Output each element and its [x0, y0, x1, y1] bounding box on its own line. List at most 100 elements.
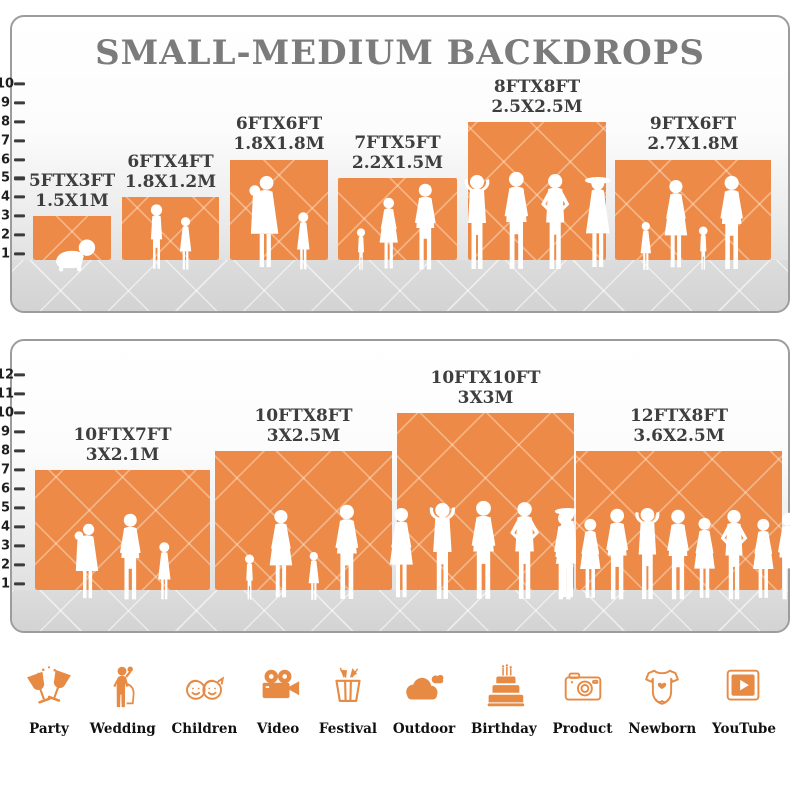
backdrop-size-label: 6FTX6FT 1.8X1.8M [233, 114, 324, 154]
scale-number-1: 1 [0, 246, 10, 262]
woman-silhouette [264, 509, 298, 603]
page-title: SMALL-MEDIUM BACKDROPS [95, 33, 705, 73]
category-youtube: YouTube [712, 662, 776, 737]
backdrop-bar-5ftx3ft: 5FTX3FT 1.5X1M [29, 171, 115, 260]
woman-silhouette [375, 197, 402, 273]
size-m-label: 1.5X1M [35, 191, 109, 212]
size-ft-label: 5FTX3FT [28, 171, 116, 192]
category-label: Newborn [628, 721, 697, 737]
scale-number-5: 5 [0, 170, 10, 186]
scale-number-2: 2 [0, 227, 10, 243]
girl-silhouette [177, 216, 194, 273]
category-product: Product [553, 662, 613, 737]
scale-number-4: 4 [0, 189, 10, 205]
scale-number-6: 6 [0, 481, 10, 497]
people-silhouettes [397, 500, 574, 603]
backdrop-bar-10ftx8ft: 10FTX8FT 3X2.5M [215, 406, 392, 590]
man-hips-silhouette [535, 172, 575, 273]
scale-tick [14, 487, 25, 491]
scale-tick [14, 195, 25, 199]
baby-silhouette [46, 237, 98, 273]
man-silhouette [499, 171, 534, 273]
scale-tick [14, 101, 25, 105]
size-m-label: 3X2.1M [85, 444, 160, 465]
scale-tick [14, 139, 25, 143]
scale-number-1: 1 [0, 576, 10, 592]
girl-silhouette [294, 211, 313, 273]
man-silhouette [115, 513, 146, 603]
category-video: Video [253, 662, 303, 737]
scale-number-11: 11 [0, 386, 15, 402]
toddler-silhouette [697, 225, 710, 273]
scale-tick [14, 82, 25, 86]
man-silhouette [410, 183, 441, 273]
category-label: Video [256, 721, 300, 737]
backdrop-size-label: 5FTX3FT 1.5X1M [29, 171, 115, 211]
girl-silhouette [155, 541, 174, 603]
scale-number-4: 4 [0, 519, 10, 535]
size-m-label: 1.8X1.2M [124, 172, 217, 193]
category-label: Party [29, 721, 69, 737]
festival-icon [323, 662, 373, 714]
scale-number-12: 12 [0, 367, 15, 383]
man-hips-silhouette [504, 500, 545, 603]
woman-silhouette [659, 179, 693, 273]
scale-tick [14, 411, 25, 415]
small-medium-backdrops-panel: SMALL-MEDIUM BACKDROPS 10 9 8 7 6 5 4 3 2 1 5FTX3… [0, 15, 790, 313]
category-wedding: Wedding [90, 662, 156, 737]
video-icon [253, 662, 303, 714]
birthday-icon [479, 662, 529, 714]
scale-number-6: 6 [0, 152, 10, 167]
scale-number-2: 2 [0, 557, 10, 573]
backdrop-bar-9ftx6ft: 9FTX6FT 2.7X1.8M [615, 114, 771, 261]
scale-number-3: 3 [0, 538, 10, 554]
size-m-label: 2.7X1.8M [647, 134, 739, 155]
backdrop-size-label: 12FTX8FT 3.6X2.5M [630, 406, 728, 446]
size-m-label: 1.8X1.8M [233, 134, 325, 155]
people-silhouettes [615, 175, 771, 273]
category-party: Party [24, 662, 74, 737]
scale-tick [14, 157, 25, 162]
woman-baby-silhouette [245, 175, 286, 273]
youtube-icon [719, 662, 769, 714]
category-newborn: Newborn [628, 662, 696, 737]
scale-number-3: 3 [0, 208, 10, 224]
scale-number-7: 7 [0, 462, 10, 478]
woman-silhouette [384, 507, 419, 603]
scale-tick [14, 506, 25, 510]
people-silhouettes [33, 237, 111, 273]
category-label: Festival [318, 721, 378, 737]
man-silhouette [773, 512, 800, 603]
man-silhouette [715, 175, 748, 273]
party-icon [24, 662, 74, 714]
boy-silhouette [146, 203, 167, 273]
people-silhouettes [468, 171, 606, 273]
size-ft-label: 7FTX5FT [354, 133, 441, 154]
backdrop-size-label: 10FTX8FT 3X2.5M [254, 406, 352, 446]
backdrop-size-label: 10FTX10FT 3X3M [431, 368, 541, 408]
scale-tick [14, 392, 25, 396]
people-silhouettes [215, 504, 392, 603]
scale-number-9: 9 [0, 95, 10, 111]
size-m-label: 3X3M [457, 387, 514, 408]
size-ft-label: 10FTX7FT [73, 424, 172, 445]
girl-silhouette [638, 221, 654, 273]
size-ft-label: 9FTX6FT [649, 114, 737, 135]
woman-baby-silhouette [71, 523, 105, 603]
wedding-icon [98, 662, 148, 714]
category-festival: Festival [319, 662, 377, 737]
scale-number-10: 10 [0, 76, 15, 92]
category-row: Party Wedding Children Video Festival Outdoor… [24, 662, 776, 737]
size-ft-label: 6FTX4FT [127, 152, 214, 173]
woman-hat-silhouette [578, 174, 618, 273]
scale-number-8: 8 [0, 114, 10, 130]
scale-tick [14, 449, 25, 453]
size-ft-label: 12FTX8FT [629, 405, 729, 426]
children-icon [179, 662, 229, 714]
backdrop-bar-12ftx8ft: 12FTX8FT 3.6X2.5M [576, 406, 782, 590]
scale-tick [14, 252, 25, 256]
man-pose-silhouette [457, 173, 497, 273]
category-birthday: Birthday [471, 662, 537, 737]
backdrop-bar-6ftx4ft: 6FTX4FT 1.8X1.2M [122, 152, 219, 260]
toddler-silhouette [355, 227, 367, 273]
